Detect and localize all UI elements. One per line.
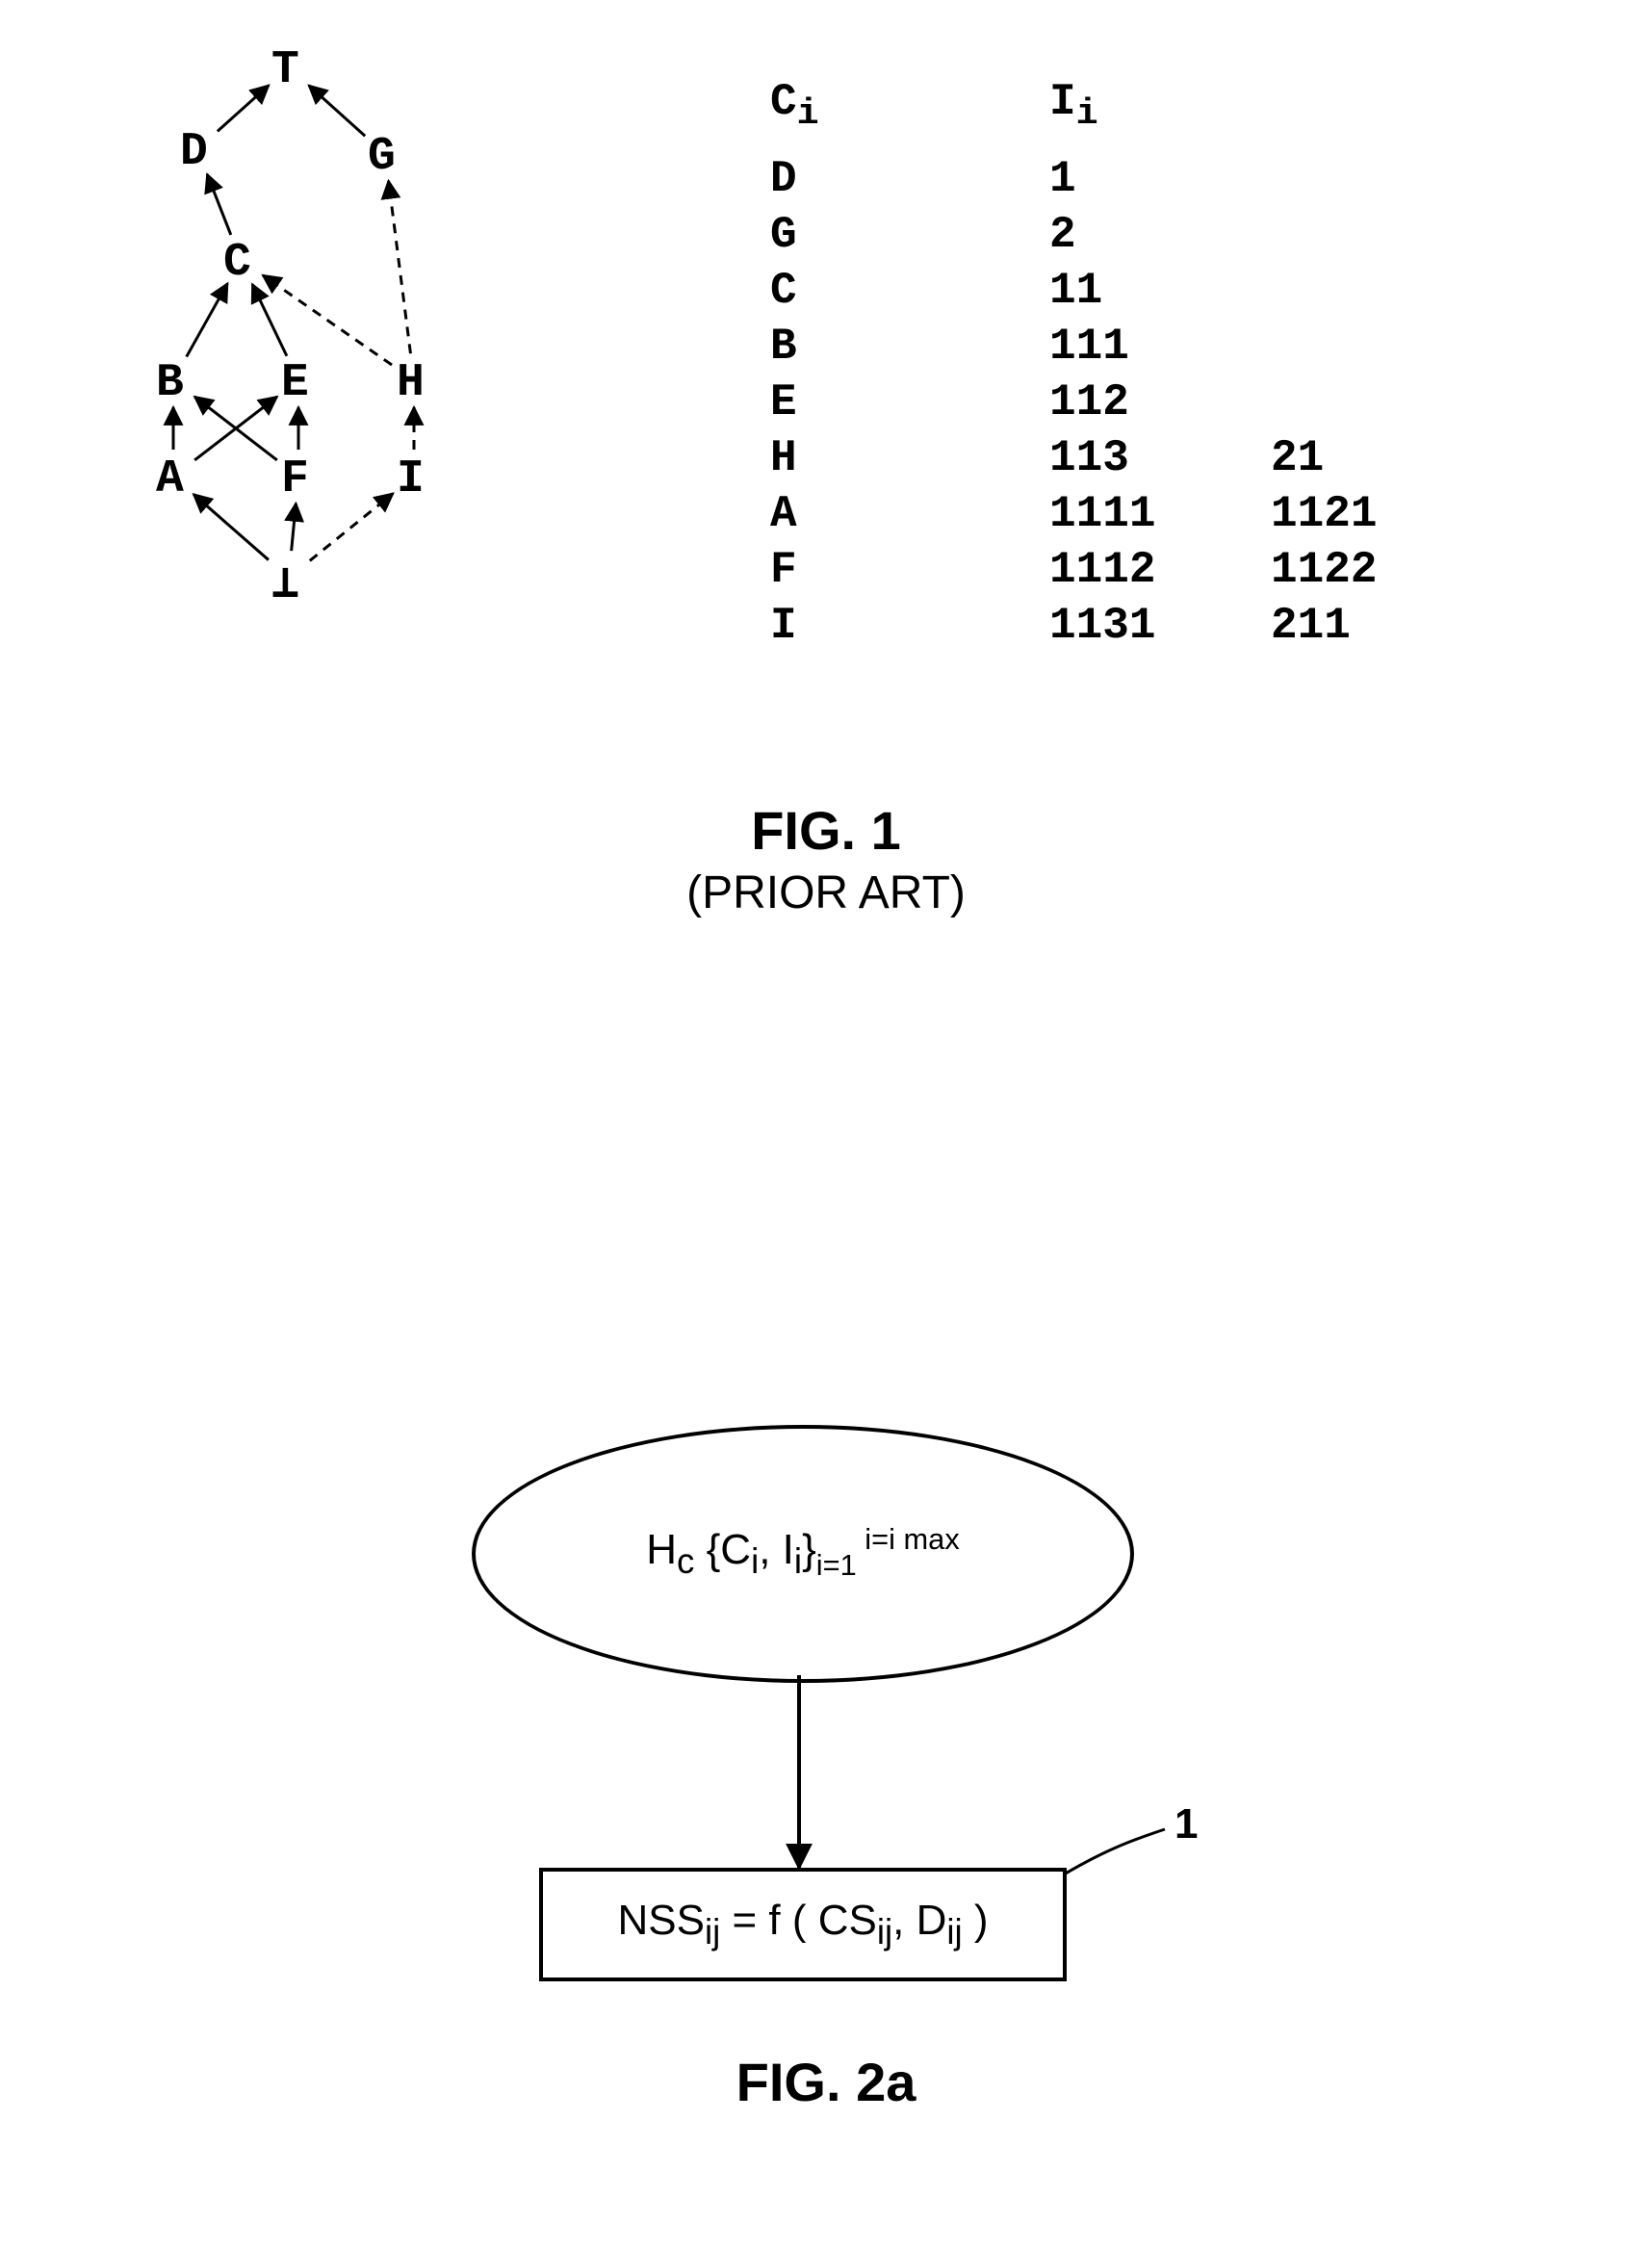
table-cell: 1122: [1271, 545, 1377, 595]
table-cell: 1: [1049, 154, 1076, 204]
fig1-caption: FIG. 1: [0, 799, 1652, 862]
graph-node-F: F: [281, 453, 309, 505]
table-cell: 2: [1049, 210, 1076, 260]
table-header-col2: Ii: [1049, 77, 1098, 135]
table-cell: 112: [1049, 377, 1129, 427]
graph-node-A: A: [156, 453, 184, 505]
table-cell: 1111: [1049, 489, 1155, 539]
edge-E-C: [252, 284, 287, 356]
table-cell: H: [770, 433, 797, 483]
fig2a-caption: FIG. 2a: [0, 2051, 1652, 2113]
table-cell: 1112: [1049, 545, 1155, 595]
table-header-col1: Ci: [770, 77, 819, 135]
graph-node-E: E: [281, 357, 309, 409]
table-cell: 11: [1049, 266, 1102, 316]
graph-node-I: I: [397, 453, 425, 505]
graph-node-BOT: ⊥: [271, 555, 299, 611]
table-cell: F: [770, 545, 797, 595]
fig2a-leader-line: [1059, 1829, 1165, 1877]
edge-BOT-I: [310, 494, 393, 561]
fig2a-box-formula: NSSij = f ( CSij, Dij ): [617, 1897, 988, 1952]
table-cell: G: [770, 210, 797, 260]
edge-BOT-A: [194, 494, 269, 559]
fig2a-ellipse: Hc {Ci, Ii}i=1 i=i max: [472, 1425, 1134, 1683]
table-cell: B: [770, 322, 797, 372]
page: TDGCBEHAFI⊥ CiIiD1G2C11B111E112H11321A11…: [0, 0, 1652, 2249]
table-cell: 211: [1271, 601, 1351, 651]
table-cell: 113: [1049, 433, 1129, 483]
graph-node-T: T: [271, 44, 299, 96]
fig2a-box: NSSij = f ( CSij, Dij ): [539, 1868, 1067, 1981]
graph-node-G: G: [368, 131, 396, 183]
table-cell: 1121: [1271, 489, 1377, 539]
edge-G-T: [309, 86, 365, 137]
table-cell: E: [770, 377, 797, 427]
table-cell: 1131: [1049, 601, 1155, 651]
edge-H-C: [263, 275, 392, 365]
table-cell: D: [770, 154, 797, 204]
fig2a-ellipse-formula: Hc {Ci, Ii}i=1 i=i max: [646, 1526, 959, 1582]
edge-BOT-F: [292, 504, 297, 551]
table-cell: 21: [1271, 433, 1324, 483]
table-cell: A: [770, 489, 797, 539]
graph-node-D: D: [180, 126, 208, 178]
fig2a-leader-label: 1: [1174, 1800, 1198, 1848]
graph-node-H: H: [397, 357, 425, 409]
edge-C-D: [207, 174, 231, 235]
table-cell: C: [770, 266, 797, 316]
table-cell: I: [770, 601, 797, 651]
fig1-graph-svg: [0, 0, 1652, 674]
edge-D-T: [218, 86, 269, 132]
edge-H-G: [389, 181, 411, 353]
graph-node-C: C: [223, 237, 251, 289]
fig1-subcaption: (PRIOR ART): [0, 866, 1652, 919]
edge-B-C: [187, 283, 228, 356]
graph-node-B: B: [156, 357, 184, 409]
table-cell: 111: [1049, 322, 1129, 372]
